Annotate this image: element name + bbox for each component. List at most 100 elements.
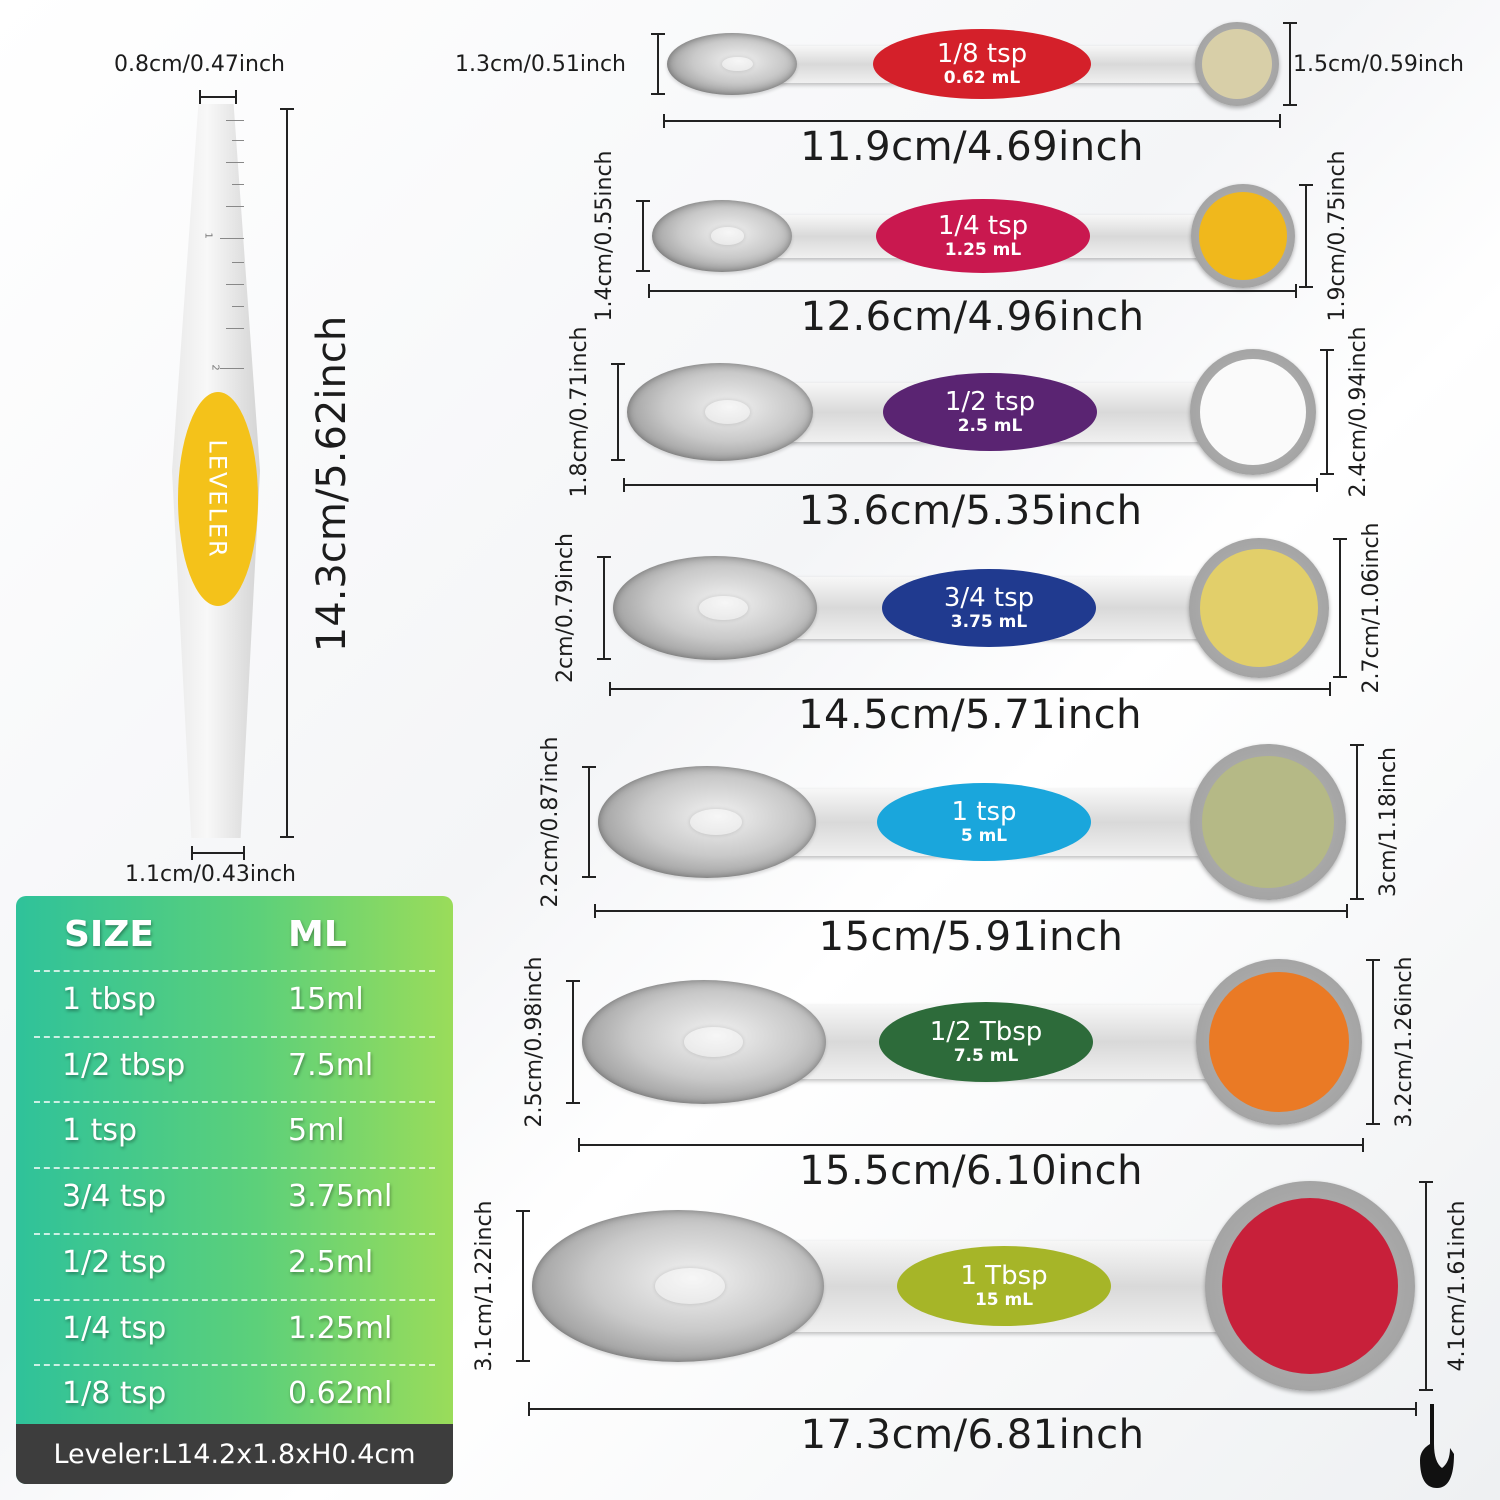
spoon-length-line: [609, 682, 1331, 696]
spoon-length-line: [528, 1402, 1417, 1416]
spoon-ml-label: 1.25 mL: [944, 240, 1022, 260]
spoon-bowl-width-label: 1.3cm/0.51inch: [455, 52, 627, 77]
spoon-bowl-width-label: 2.5cm/0.98inch: [522, 956, 547, 1128]
table-cell-size: 3/4 tsp: [62, 1179, 167, 1215]
spoon-cup-width-line: [1419, 1181, 1433, 1391]
spoon-bowl-width-line: [651, 33, 665, 95]
spoon-bowl: [627, 363, 813, 461]
spoon-size-label: 1 Tbsp: [960, 1261, 1048, 1291]
spice-fill: [1200, 359, 1306, 465]
ruler-tick: [226, 328, 244, 329]
table-cell-size: 1/4 tsp: [62, 1310, 167, 1346]
leveler-badge-label: LEVELER: [204, 439, 233, 559]
spoon-size-badge: 1/2 tsp 2.5 mL: [883, 373, 1097, 451]
spoon-cup: [1195, 22, 1279, 106]
spoon-size-label: 1/8 tsp: [936, 39, 1028, 69]
spoon-length-label: 14.5cm/5.71inch: [798, 692, 1142, 738]
table-cell-size: 1/2 tbsp: [62, 1047, 186, 1083]
ruler-mark-1: 1: [202, 232, 214, 239]
spoon-bowl: [667, 33, 797, 95]
spice-fill: [1201, 28, 1273, 100]
spoon-cup: [1190, 349, 1316, 475]
spoon-bowl-width-line: [597, 556, 611, 660]
spoon-size-label: 1/2 tsp: [944, 387, 1036, 417]
spoon-size-badge: 1/4 tsp 1.25 mL: [876, 199, 1090, 273]
table-row: 1 tbsp 15ml: [16, 970, 453, 1036]
spoon-bowl-width-label: 1.8cm/0.71inch: [567, 326, 592, 498]
spoon-cup: [1189, 538, 1329, 678]
spoon-size-badge: 1 tsp 5 mL: [877, 783, 1091, 861]
spice-fill: [1199, 192, 1287, 280]
brand-logo-icon: [1420, 1404, 1454, 1488]
spoon-bowl-width-line: [636, 200, 650, 272]
spoon-cup: [1205, 1181, 1415, 1391]
ruler-tick: [226, 206, 244, 207]
leveler-length-line: [280, 108, 294, 838]
leveler-top-width-label: 0.8cm/0.47inch: [114, 52, 286, 77]
table-row: 1/2 tsp 2.5ml: [16, 1232, 453, 1299]
table-row: 1/2 tbsp 7.5ml: [16, 1035, 453, 1102]
table-cell-size: 1/8 tsp: [62, 1376, 167, 1412]
spoon-cup-width-line: [1333, 538, 1347, 678]
ruler-mark-2: 2: [209, 364, 221, 371]
spoon-ml-label: 7.5 mL: [953, 1046, 1019, 1066]
spoon-bowl-width-label: 2.2cm/0.87inch: [538, 736, 563, 908]
table-row-separator: [34, 1167, 435, 1170]
spoon-bowl-width-line: [566, 980, 580, 1104]
table-cell-size: 1 tsp: [62, 1113, 138, 1149]
spoon-bowl: [532, 1210, 824, 1362]
spoon-cup-width-label: 3.2cm/1.26inch: [1392, 956, 1417, 1128]
table-cell-size: 1/2 tsp: [62, 1244, 167, 1280]
spoon-size-badge: 1 Tbsp 15 mL: [897, 1246, 1111, 1326]
table-cell-ml: 5ml: [288, 1113, 345, 1149]
leveler-bottom-width-line: [191, 846, 245, 860]
ruler-tick: [232, 140, 244, 141]
spoon-cup-width-label: 4.1cm/1.61inch: [1445, 1200, 1470, 1372]
leveler-length-label: 14.3cm/5.62inch: [309, 315, 355, 653]
spoon-bowl: [582, 980, 826, 1104]
spoon-size-label: 1 tsp: [951, 797, 1017, 827]
spoon-cup-width-label: 2.4cm/0.94inch: [1346, 326, 1371, 498]
spoon-bowl-width-line: [582, 766, 596, 878]
spoon-cup-width-line: [1320, 349, 1334, 475]
spoon-length-line: [663, 114, 1281, 128]
spoon-cup-width-line: [1366, 959, 1380, 1125]
ruler-tick: [232, 306, 244, 307]
spoon-length-line: [594, 904, 1348, 918]
table-cell-ml: 3.75ml: [288, 1179, 393, 1215]
table-cell-ml: 7.5ml: [288, 1047, 374, 1083]
table-footer: Leveler:L14.2x1.8xH0.4cm: [16, 1424, 453, 1484]
spoon-size-badge: 1/2 Tbsp 7.5 mL: [879, 1002, 1093, 1082]
leveler-badge: LEVELER: [178, 392, 258, 606]
spoon-bowl: [613, 556, 817, 660]
spoon-cup-width-line: [1283, 22, 1297, 106]
spoon-bowl-width-label: 3.1cm/1.22inch: [472, 1200, 497, 1372]
spoon-bowl-width-label: 1.4cm/0.55inch: [592, 150, 617, 322]
spoon-ml-label: 15 mL: [974, 1290, 1034, 1310]
spoon-ml-label: 0.62 mL: [943, 68, 1021, 88]
spoon-cup-width-line: [1299, 184, 1313, 288]
table-header-size: SIZE: [64, 914, 155, 955]
spoon-length-label: 12.6cm/4.96inch: [800, 294, 1145, 340]
spoon-size-label: 1/2 Tbsp: [929, 1017, 1043, 1047]
spoon-length-label: 13.6cm/5.35inch: [798, 488, 1143, 534]
table-cell-ml: 2.5ml: [288, 1244, 374, 1280]
spoon-size-badge: 1/8 tsp 0.62 mL: [873, 29, 1091, 99]
table-cell-ml: 1.25ml: [288, 1310, 393, 1346]
spice-fill: [1202, 756, 1334, 888]
spoon-length-label: 11.9cm/4.69inch: [800, 124, 1144, 170]
leveler-top-width-line: [199, 90, 237, 104]
spoon-size-label: 1/4 tsp: [937, 211, 1029, 241]
spoon-length-line: [578, 1138, 1364, 1152]
spoon-bowl-width-label: 2cm/0.79inch: [553, 533, 578, 684]
spoon-length-label: 17.3cm/6.81inch: [800, 1412, 1145, 1458]
spoon-cup-width-label: 1.9cm/0.75inch: [1325, 150, 1350, 322]
spoon-cup-width-label: 2.7cm/1.06inch: [1359, 522, 1384, 694]
spoon-ml-label: 3.75 mL: [950, 612, 1028, 632]
spoon-cup: [1196, 959, 1362, 1125]
table-header-ml: ML: [288, 914, 347, 955]
ruler-tick: [226, 120, 244, 121]
table-row-separator: [34, 1101, 435, 1104]
spoon-cup: [1190, 744, 1346, 900]
table-row-separator: [34, 1364, 435, 1367]
